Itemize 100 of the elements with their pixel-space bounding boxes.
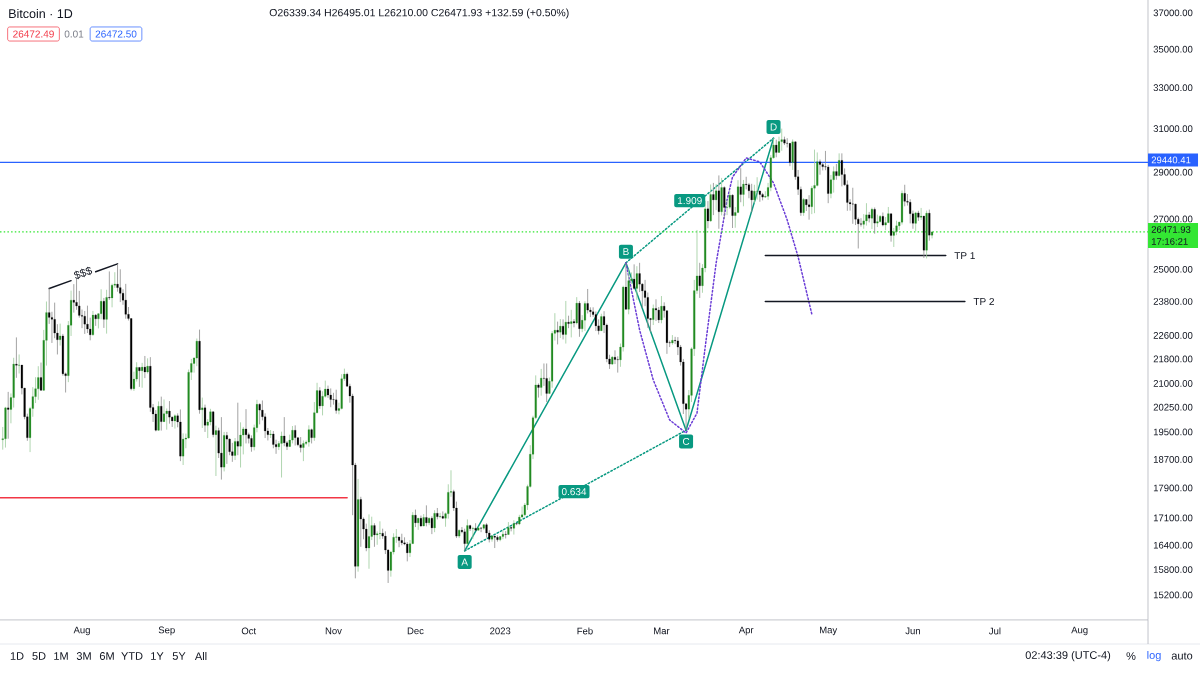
- annotation: C: [682, 437, 690, 445]
- x-tick-label: Dec: [407, 627, 424, 635]
- y-tick-label: 21800.00: [1153, 355, 1193, 363]
- x-tick-label: Jul: [989, 627, 1001, 635]
- candlestick: [731, 193, 734, 229]
- candlestick: [567, 315, 570, 329]
- candlestick: [788, 142, 791, 167]
- annotation: 0.01: [64, 30, 84, 38]
- candlestick: [258, 402, 261, 425]
- candlestick: [318, 386, 321, 410]
- candlestick: [7, 391, 10, 440]
- candlestick: [269, 429, 272, 439]
- candlestick: [245, 408, 247, 444]
- candlestick: [373, 522, 376, 548]
- candlestick: [59, 323, 62, 346]
- candlestick: [638, 262, 641, 293]
- candlestick: [119, 268, 122, 303]
- candlestick: [575, 296, 578, 325]
- candlestick: [742, 179, 745, 207]
- candlestick: [182, 432, 185, 466]
- candlestick: [406, 541, 409, 562]
- candlestick: [635, 265, 638, 301]
- candlestick: [537, 383, 540, 398]
- annotation: $$$: [74, 266, 93, 280]
- y-tick-label: 21000.00: [1153, 380, 1193, 387]
- candlestick: [480, 526, 483, 533]
- y-tick-label: 25000.00: [1153, 265, 1193, 273]
- ref-line-label: 26471.93: [1151, 226, 1191, 233]
- annotation: B: [623, 248, 629, 256]
- x-tick-label: May: [820, 626, 838, 636]
- candlestick: [302, 440, 305, 462]
- candlestick: [72, 283, 75, 313]
- candlestick: [100, 288, 103, 320]
- candlestick: [398, 536, 401, 548]
- candlestick: [712, 182, 715, 216]
- candlestick: [706, 200, 709, 229]
- candlestick: [715, 183, 718, 211]
- text: %: [1126, 652, 1136, 660]
- annotation: A: [461, 558, 468, 566]
- candlestick: [586, 288, 589, 314]
- candlestick: [594, 311, 597, 332]
- candlestick: [428, 517, 431, 526]
- text: YTD: [121, 652, 143, 660]
- candlestick: [756, 176, 759, 201]
- x-tick-label: Apr: [738, 626, 754, 636]
- candlestick: [818, 159, 821, 176]
- ref-line-label: 29440.41: [1151, 156, 1191, 164]
- y-tick-label: 18700.00: [1153, 456, 1193, 463]
- candlestick: [750, 183, 753, 213]
- annotation: D: [770, 123, 777, 131]
- candlestick: [359, 496, 362, 548]
- candlestick: [283, 416, 286, 447]
- candlestick: [463, 528, 466, 552]
- text: 17:16:21: [1151, 238, 1188, 245]
- candlestick: [236, 402, 239, 456]
- y-tick-label: 31000.00: [1153, 125, 1193, 132]
- y-tick-label: 37000.00: [1153, 9, 1193, 17]
- annotation: TP 1: [954, 252, 975, 260]
- text: Bitcoin · 1D: [9, 8, 73, 19]
- y-tick-label: 20250.00: [1153, 403, 1193, 411]
- candlestick: [813, 149, 816, 214]
- y-tick-label: 33000.00: [1153, 84, 1193, 92]
- candlestick: [570, 309, 573, 338]
- candlestick: [37, 365, 40, 401]
- y-tick-label: 19500.00: [1153, 428, 1193, 436]
- x-tick-label: 2023: [490, 627, 511, 635]
- x-tick-label: Feb: [577, 627, 593, 635]
- y-tick-label: 17100.00: [1153, 514, 1193, 522]
- candlestick: [624, 262, 627, 311]
- text: auto: [1171, 652, 1193, 660]
- candlestick: [851, 187, 854, 225]
- candlestick: [873, 207, 876, 235]
- candlestick: [102, 297, 105, 329]
- annotation: 26472.50: [95, 30, 137, 38]
- candlestick: [652, 304, 655, 326]
- text: 5D: [32, 652, 46, 660]
- text: 02:43:39 (UTC-4): [1025, 650, 1111, 662]
- x-tick-label: Aug: [73, 626, 90, 636]
- candlestick: [40, 362, 42, 392]
- x-tick-label: Nov: [325, 627, 342, 635]
- candlestick: [556, 321, 559, 345]
- text: 5Y: [172, 652, 186, 660]
- candlestick: [562, 318, 565, 340]
- text: All: [194, 652, 207, 660]
- y-tick-label: 15200.00: [1153, 591, 1193, 599]
- x-tick-label: Oct: [241, 627, 257, 635]
- y-tick-label: 35000.00: [1153, 45, 1193, 53]
- candlestick: [739, 167, 742, 203]
- candlestick: [204, 404, 206, 433]
- x-tick-label: Jun: [905, 627, 920, 635]
- annotation: 0.634: [561, 488, 587, 496]
- candlestick: [168, 400, 171, 425]
- text: log: [1147, 650, 1161, 662]
- y-tick-label: 27000.00: [1153, 215, 1193, 223]
- candlestick: [83, 310, 86, 335]
- x-tick-label: Sep: [158, 626, 175, 636]
- y-tick-label: 17900.00: [1153, 484, 1193, 492]
- candlestick: [723, 185, 726, 220]
- y-tick-label: 15800.00: [1153, 566, 1193, 573]
- text: 1D: [10, 652, 24, 660]
